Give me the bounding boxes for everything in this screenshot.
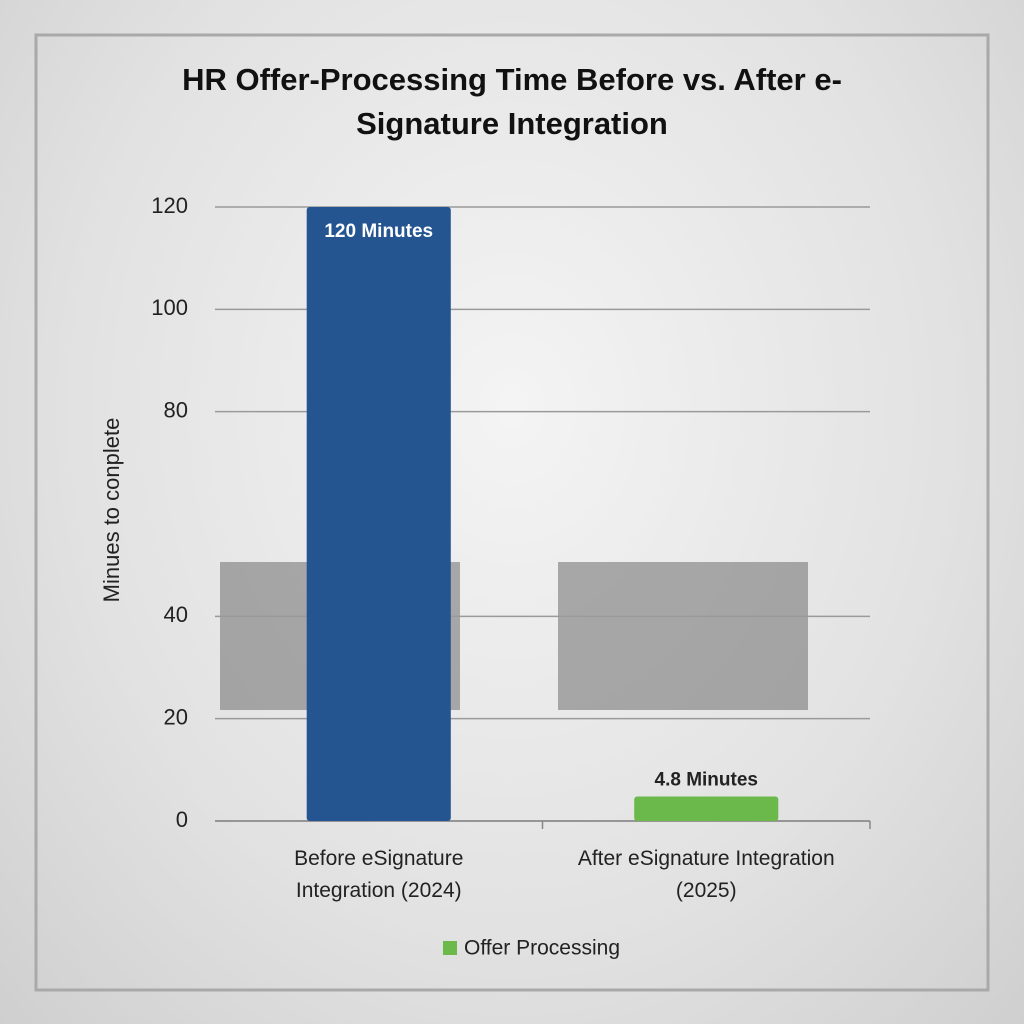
bar	[634, 796, 779, 821]
value-label: 120 Minutes	[324, 221, 433, 242]
bar	[306, 207, 451, 821]
legend-label: Offer Processing	[464, 937, 620, 960]
legend-swatch	[443, 941, 457, 955]
y-tick-label: 80	[164, 397, 188, 422]
y-tick-label: 0	[176, 807, 188, 832]
y-tick-label: 100	[151, 295, 188, 320]
x-tick-label: Before eSignature Integration (2024)	[294, 847, 464, 902]
background-monitor	[558, 562, 808, 710]
frame	[34, 33, 990, 992]
y-tick-label: 20	[164, 704, 188, 729]
value-label: 4.8 Minutes	[655, 769, 758, 790]
chart-title: HR Offer-Processing Time Before vs. Afte…	[182, 62, 842, 141]
x-tick-label: After eSignature Integration (2025)	[577, 847, 835, 902]
y-tick-label: 120	[151, 193, 188, 218]
y-axis-label: Minues to conplete	[99, 418, 124, 603]
y-tick-label: 40	[164, 602, 188, 627]
